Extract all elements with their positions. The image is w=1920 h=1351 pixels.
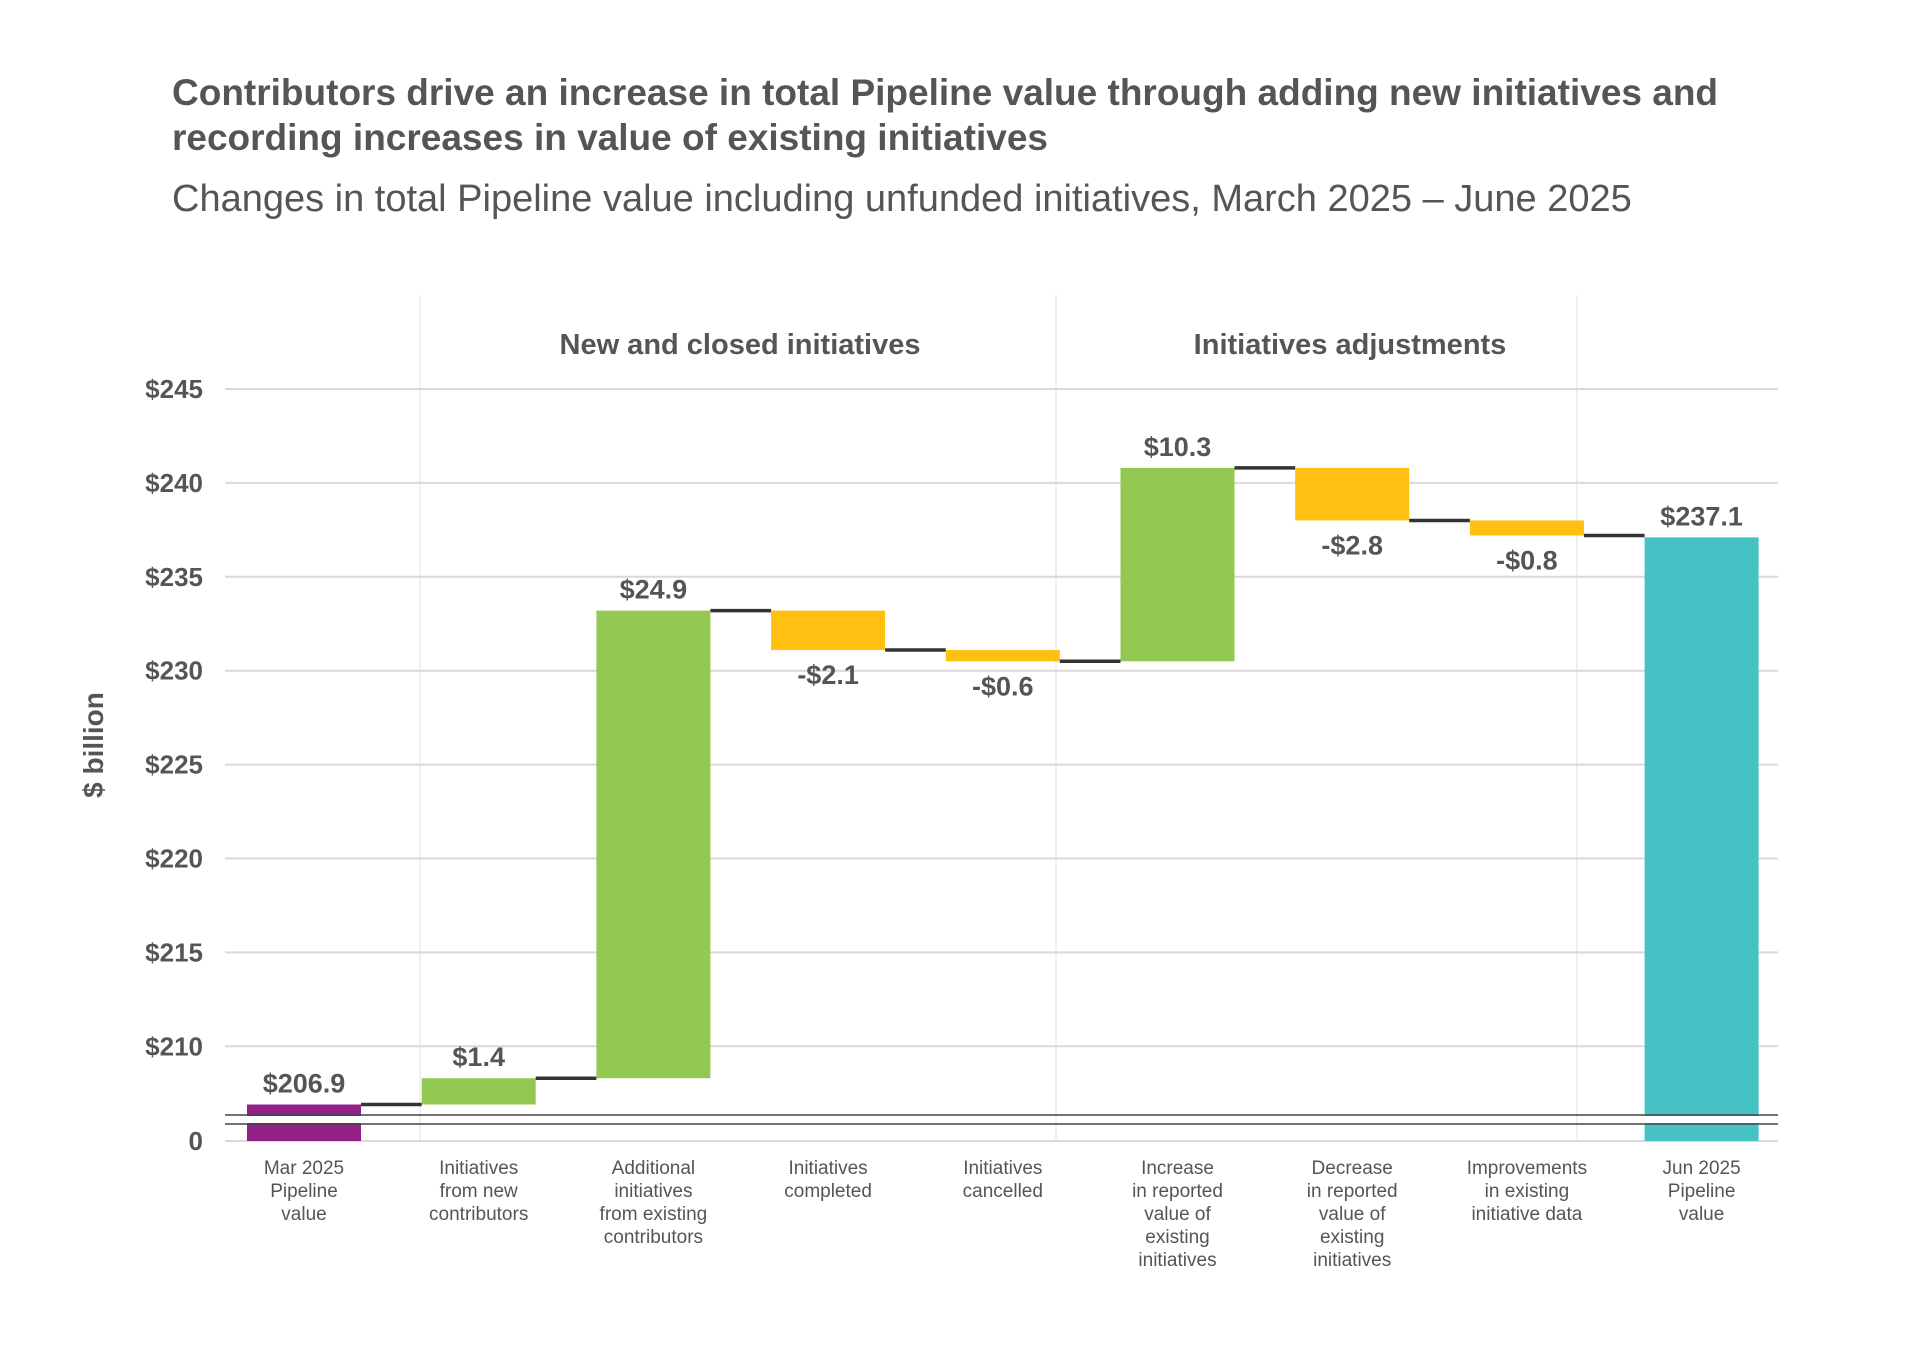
category-label: from existing — [600, 1204, 708, 1225]
category-label: contributors — [604, 1227, 703, 1248]
category-label: Initiatives — [439, 1158, 518, 1179]
y-tick-label: $240 — [145, 468, 203, 498]
category-label: value — [1679, 1204, 1724, 1225]
y-tick-label: $230 — [145, 656, 203, 686]
category-label: Increase — [1141, 1158, 1214, 1179]
waterfall-bar — [1295, 467, 1410, 521]
category-label: value — [281, 1204, 326, 1225]
chart-subtitle: Changes in total Pipeline value includin… — [172, 178, 1632, 220]
y-tick-label: $215 — [145, 937, 203, 967]
category-label: cancelled — [963, 1181, 1043, 1202]
data-label: -$0.8 — [1496, 545, 1558, 575]
category-label: Improvements — [1467, 1158, 1587, 1179]
waterfall-bar — [771, 610, 886, 651]
category-label: from new — [440, 1181, 518, 1202]
category-label: in reported — [1307, 1181, 1398, 1202]
y-tick-label: $225 — [145, 750, 203, 780]
category-label: Additional — [612, 1158, 695, 1179]
category-label: initiative data — [1471, 1204, 1582, 1225]
waterfall-bar — [1469, 520, 1584, 536]
y-tick-label: 0 — [189, 1126, 203, 1156]
category-label: value of — [1144, 1204, 1211, 1225]
waterfall-bar — [1644, 537, 1759, 1141]
category-label: existing — [1320, 1227, 1384, 1248]
data-label: -$2.1 — [797, 660, 859, 690]
data-label: -$0.6 — [972, 671, 1034, 701]
category-label: Mar 2025 — [264, 1158, 344, 1179]
category-label: Initiatives — [963, 1158, 1042, 1179]
data-label: $1.4 — [452, 1042, 505, 1072]
data-label: -$2.8 — [1321, 530, 1383, 560]
waterfall-bar — [1120, 467, 1235, 662]
axis-break-gap — [1644, 1116, 1759, 1123]
group-label: Initiatives adjustments — [1194, 329, 1507, 361]
axis-break-gap — [247, 1116, 361, 1123]
group-label: New and closed initiatives — [560, 329, 921, 361]
category-label: Pipeline — [270, 1181, 338, 1202]
category-label: completed — [784, 1181, 872, 1202]
chart-title: Contributors drive an increase in total … — [172, 72, 1719, 158]
category-label: in existing — [1485, 1181, 1570, 1202]
y-tick-label: $245 — [145, 374, 203, 404]
category-label: Jun 2025 — [1663, 1158, 1741, 1179]
y-axis-label: $ billion — [78, 692, 109, 798]
data-label: $10.3 — [1144, 432, 1212, 462]
y-tick-label: $235 — [145, 562, 203, 592]
category-label: value of — [1319, 1204, 1386, 1225]
y-tick-label: $210 — [145, 1031, 203, 1061]
category-label: in reported — [1132, 1181, 1223, 1202]
y-tick-label: $220 — [145, 844, 203, 874]
category-label: initiatives — [1313, 1250, 1391, 1271]
category-label: initiatives — [1138, 1250, 1216, 1271]
category-label: contributors — [429, 1204, 528, 1225]
category-label: Initiatives — [788, 1158, 867, 1179]
data-label: $206.9 — [263, 1069, 346, 1099]
waterfall-bar — [596, 610, 711, 1079]
category-label: Pipeline — [1668, 1181, 1736, 1202]
data-label: $24.9 — [620, 575, 688, 605]
waterfall-bar — [945, 650, 1060, 662]
category-label: existing — [1145, 1227, 1209, 1248]
waterfall-bar — [421, 1078, 536, 1105]
category-label: Decrease — [1312, 1158, 1393, 1179]
data-label: $237.1 — [1660, 501, 1743, 531]
category-label: initiatives — [614, 1181, 692, 1202]
